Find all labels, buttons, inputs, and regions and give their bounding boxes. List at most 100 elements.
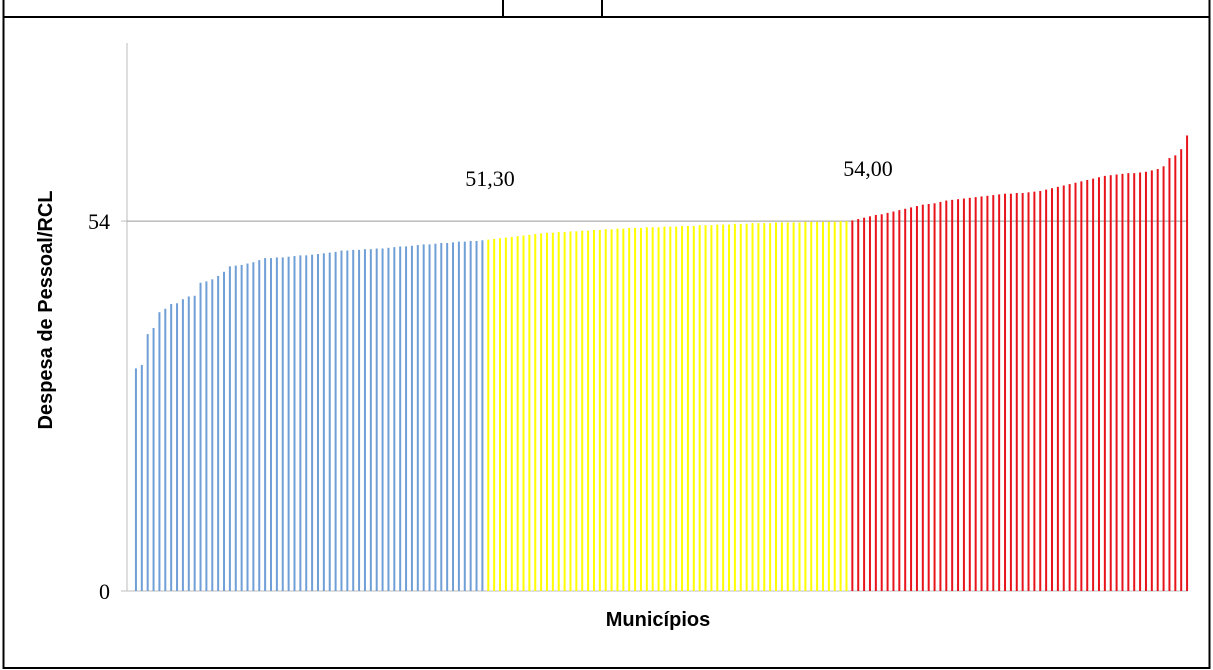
bar xyxy=(898,210,901,591)
bar xyxy=(334,251,337,592)
bar xyxy=(1051,188,1054,591)
bar xyxy=(886,212,889,591)
bar xyxy=(316,253,319,592)
bar xyxy=(199,282,202,591)
bar xyxy=(880,214,883,591)
y-axis-label: Despesa de Pessoal/RCL xyxy=(35,191,57,430)
bar xyxy=(440,243,443,591)
bar xyxy=(569,231,572,591)
bar xyxy=(915,206,918,591)
bar xyxy=(405,246,408,591)
bar xyxy=(176,303,179,591)
bar xyxy=(158,312,161,591)
bar xyxy=(868,216,871,591)
x-axis-label: Municípios xyxy=(606,609,710,631)
bar xyxy=(833,221,836,591)
bar xyxy=(1127,173,1130,591)
bar xyxy=(675,226,678,591)
bar xyxy=(716,224,719,591)
bar xyxy=(516,236,519,592)
bar xyxy=(416,245,419,591)
bar xyxy=(739,223,742,591)
bar xyxy=(892,211,895,591)
bar xyxy=(322,253,325,592)
bar xyxy=(504,237,507,592)
bar xyxy=(369,249,372,591)
bar xyxy=(422,244,425,591)
bar xyxy=(810,221,813,591)
bar xyxy=(763,223,766,591)
bar xyxy=(651,227,654,591)
bar xyxy=(728,224,731,591)
bar xyxy=(258,260,261,591)
bar xyxy=(293,256,296,591)
bar xyxy=(305,255,308,591)
bar xyxy=(1074,182,1077,592)
bar xyxy=(628,227,631,591)
bar xyxy=(951,199,954,592)
bar xyxy=(733,223,736,591)
bar xyxy=(845,221,848,591)
bar xyxy=(598,230,601,591)
bar xyxy=(481,240,484,591)
bar xyxy=(980,196,983,591)
bar xyxy=(616,228,619,591)
bar xyxy=(769,223,772,591)
bar xyxy=(1056,186,1059,591)
bar xyxy=(181,299,184,591)
bar xyxy=(193,295,196,591)
bar xyxy=(487,239,490,591)
bar xyxy=(1162,166,1165,592)
bar xyxy=(275,257,278,591)
bar xyxy=(686,225,689,591)
bar xyxy=(1027,192,1030,591)
bar xyxy=(751,223,754,591)
bar xyxy=(798,222,801,591)
bar xyxy=(499,238,502,591)
bar xyxy=(457,241,460,591)
bar xyxy=(998,194,1001,591)
bar xyxy=(986,195,989,591)
bar xyxy=(681,225,684,591)
bar xyxy=(170,303,173,591)
bar xyxy=(1097,177,1100,591)
bar xyxy=(134,368,137,591)
bar xyxy=(205,281,208,591)
bar xyxy=(475,240,478,591)
bar xyxy=(1045,189,1048,591)
bar xyxy=(1021,193,1024,591)
bar xyxy=(1103,175,1106,591)
bar xyxy=(827,221,830,591)
bar xyxy=(363,249,366,591)
bar xyxy=(299,255,302,591)
bar xyxy=(510,236,513,592)
bar xyxy=(264,258,267,591)
bar xyxy=(939,201,942,592)
bar xyxy=(252,262,255,591)
bar xyxy=(634,227,637,591)
bar xyxy=(1180,149,1183,592)
bar xyxy=(933,203,936,592)
bar xyxy=(921,204,924,591)
bar xyxy=(1121,173,1124,591)
bar xyxy=(587,230,590,591)
bar xyxy=(904,208,907,591)
bar xyxy=(745,223,748,591)
bar xyxy=(1109,175,1112,591)
bar xyxy=(1062,185,1065,592)
bar xyxy=(816,221,819,591)
bar xyxy=(399,246,402,591)
bar xyxy=(657,227,660,591)
bar xyxy=(1150,170,1153,591)
bar xyxy=(974,197,977,591)
bar xyxy=(1086,180,1089,591)
bar xyxy=(381,248,384,591)
bar xyxy=(240,264,243,591)
bar xyxy=(1139,172,1142,591)
bar xyxy=(187,296,190,591)
bar xyxy=(1033,191,1036,591)
bar xyxy=(927,203,930,591)
bar xyxy=(281,257,284,591)
bar xyxy=(1080,181,1083,591)
